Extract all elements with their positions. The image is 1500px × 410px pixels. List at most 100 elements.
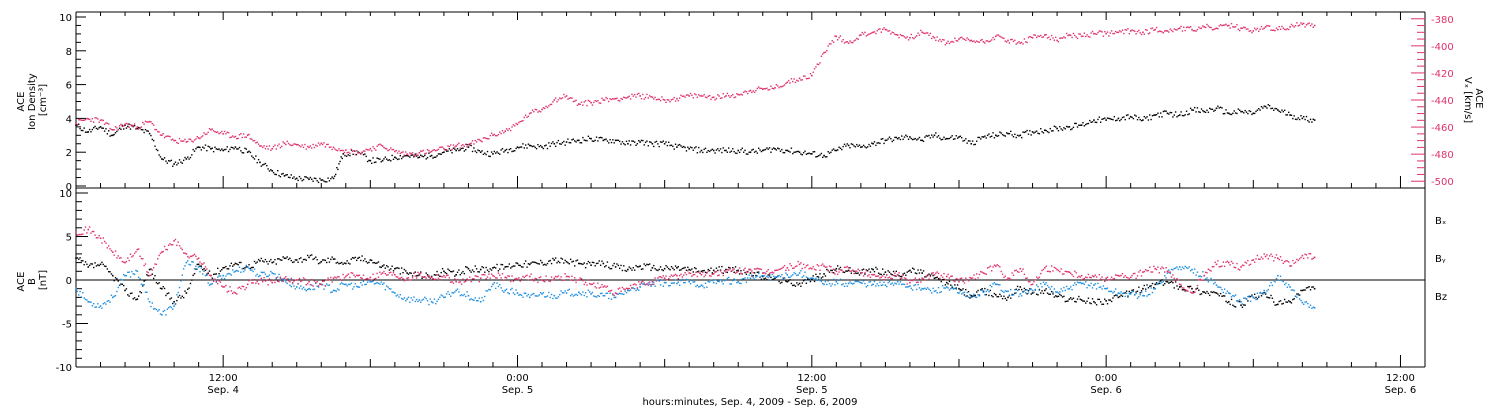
bx-sample bbox=[1113, 295, 1116, 297]
bx-sample bbox=[534, 261, 536, 264]
by-point bbox=[823, 283, 825, 286]
vx-sample bbox=[432, 149, 434, 151]
bx-sample bbox=[571, 261, 573, 263]
bx-sample bbox=[587, 260, 590, 263]
b-tick-label: -5 bbox=[62, 320, 72, 331]
bz-sample bbox=[211, 278, 213, 281]
by-sample bbox=[1207, 281, 1210, 283]
vx-sample bbox=[387, 149, 389, 152]
vx-sample bbox=[646, 93, 648, 96]
density-point bbox=[430, 154, 433, 157]
density-point bbox=[1203, 110, 1206, 113]
vx-sample bbox=[827, 45, 829, 47]
bx-sample bbox=[276, 258, 279, 260]
bx-sample bbox=[922, 270, 925, 272]
vx-sample bbox=[1063, 36, 1065, 38]
by-sample bbox=[241, 267, 243, 270]
vx-sample bbox=[356, 150, 358, 152]
vx-sample bbox=[1067, 34, 1069, 37]
bx-sample bbox=[1278, 300, 1280, 303]
bz-sample bbox=[956, 278, 959, 280]
by-sample bbox=[409, 301, 411, 303]
density-point bbox=[761, 149, 764, 152]
density-sample bbox=[582, 136, 584, 139]
bz-sample bbox=[830, 265, 832, 268]
density-sample bbox=[1184, 114, 1186, 116]
density-sample bbox=[1026, 129, 1028, 132]
density-sample bbox=[710, 149, 712, 152]
bx-sample bbox=[163, 287, 166, 290]
vx-sample bbox=[1132, 29, 1135, 32]
bx-sample bbox=[816, 275, 818, 278]
bz-sample bbox=[282, 280, 284, 283]
bx-sample bbox=[1222, 295, 1225, 297]
by-sample bbox=[1037, 285, 1039, 288]
bx-sample bbox=[339, 262, 342, 264]
by-sample bbox=[84, 298, 87, 301]
density-point bbox=[565, 141, 568, 143]
vx-tick-label: -420 bbox=[1431, 69, 1454, 80]
density-sample bbox=[1232, 112, 1234, 115]
vx-sample bbox=[913, 37, 915, 40]
bx-sample bbox=[1180, 285, 1182, 288]
density-sample bbox=[496, 151, 498, 153]
by-sample bbox=[116, 290, 118, 293]
by-sample bbox=[466, 291, 468, 293]
by-sample bbox=[905, 286, 907, 288]
by-sample bbox=[452, 292, 455, 294]
bz-sample bbox=[980, 270, 982, 273]
density-sample bbox=[1011, 134, 1013, 136]
bz-sample bbox=[1234, 266, 1237, 269]
density-sample bbox=[824, 156, 827, 158]
bz-sample bbox=[868, 274, 870, 276]
vx-sample bbox=[1292, 25, 1294, 27]
by-sample bbox=[1266, 290, 1268, 292]
density-sample bbox=[347, 154, 349, 156]
bx-sample bbox=[275, 263, 278, 265]
bz-sample bbox=[916, 281, 918, 284]
density-sample bbox=[1194, 106, 1196, 109]
vx-sample bbox=[268, 145, 271, 147]
bx-sample bbox=[396, 267, 399, 269]
bx-sample bbox=[623, 265, 625, 267]
vx-sample bbox=[595, 100, 598, 103]
bz-sample bbox=[193, 253, 196, 256]
bz-sample bbox=[917, 281, 919, 283]
density-sample bbox=[1243, 112, 1245, 114]
vx-sample bbox=[1273, 29, 1275, 31]
density-sample bbox=[687, 146, 689, 148]
density-sample bbox=[253, 158, 256, 160]
by-point bbox=[1166, 272, 1169, 274]
bz-sample bbox=[366, 277, 369, 280]
vx-point bbox=[958, 38, 960, 40]
density-sample bbox=[409, 156, 411, 158]
bx-sample bbox=[920, 269, 922, 271]
vx-sample bbox=[613, 98, 615, 100]
vx-point bbox=[1019, 42, 1022, 44]
by-point bbox=[1240, 300, 1242, 303]
density-sample bbox=[294, 178, 297, 180]
vx-sample bbox=[869, 32, 872, 35]
by-point bbox=[688, 280, 690, 283]
bx-sample bbox=[294, 259, 297, 261]
density-point bbox=[688, 148, 690, 150]
density-sample bbox=[1161, 116, 1163, 118]
density-sample bbox=[580, 142, 583, 144]
bz-sample bbox=[489, 277, 491, 279]
bz-sample bbox=[323, 280, 325, 282]
by-sample bbox=[233, 271, 235, 273]
density-sample bbox=[214, 146, 216, 149]
by-sample bbox=[1170, 268, 1173, 271]
bz-sample bbox=[1157, 266, 1159, 268]
by-sample bbox=[736, 281, 738, 284]
bx-sample bbox=[734, 266, 737, 268]
density-sample bbox=[1282, 110, 1284, 113]
by-sample bbox=[687, 278, 689, 281]
bz-point bbox=[1080, 274, 1083, 277]
density-point bbox=[1129, 115, 1132, 118]
bz-sample bbox=[1271, 255, 1274, 258]
by-sample bbox=[779, 275, 782, 278]
vx-point bbox=[921, 31, 923, 34]
bz-point bbox=[271, 281, 274, 284]
